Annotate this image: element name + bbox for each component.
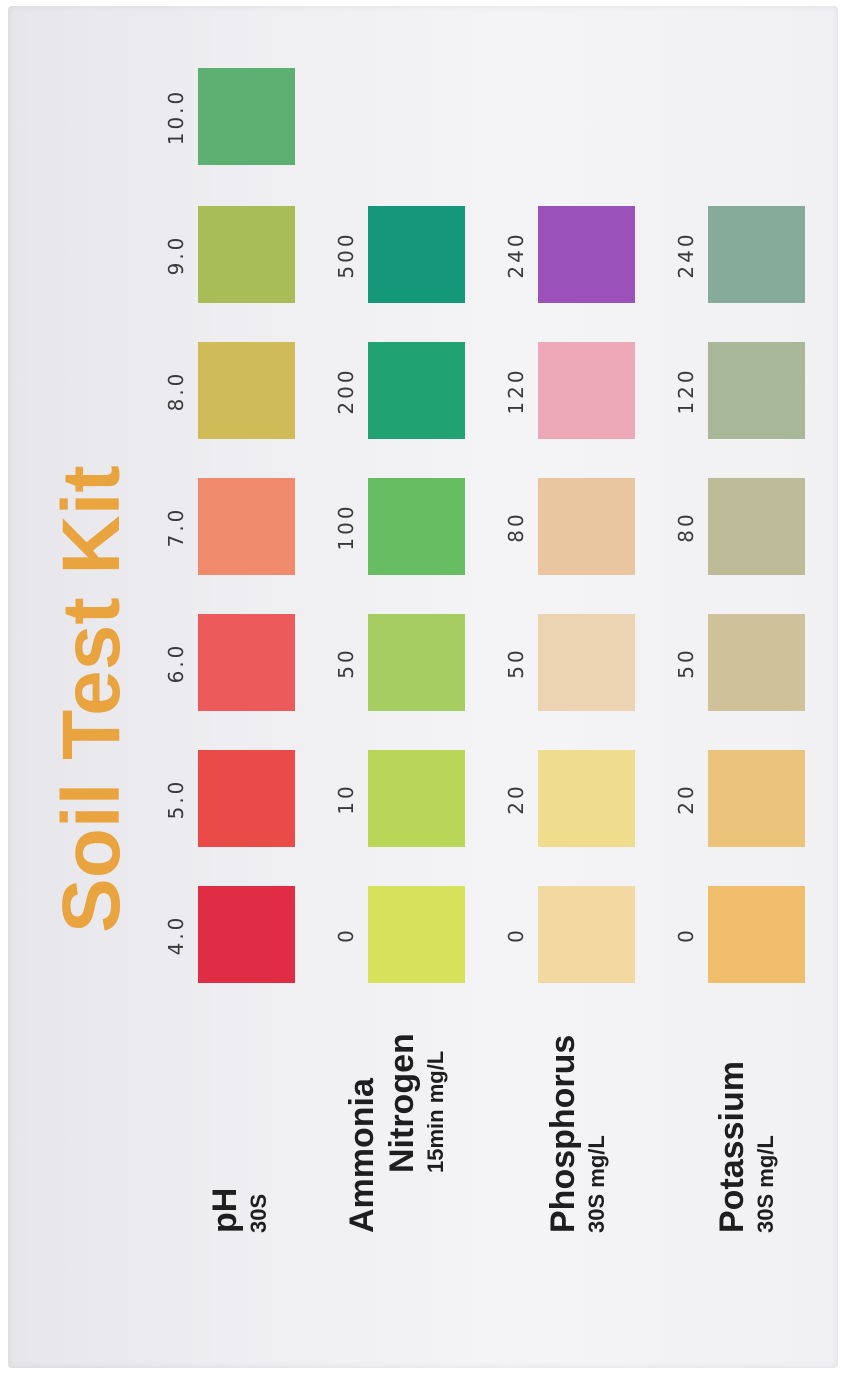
phosphorus-value-label: 80 [504,511,528,543]
ph-color-swatch [198,750,295,847]
phosphorus-label: Phosphorus [544,1034,582,1233]
potassium-color-swatch [708,886,805,983]
ph-label: pH [206,1187,244,1233]
phosphorus-value-label: 0 [504,927,528,943]
potassium-color-swatch [708,342,805,439]
phosphorus-color-swatch [538,750,635,847]
phosphorus-time-unit: 30S mg/L [584,1135,609,1233]
ammonia-nitrogen-color-swatch [368,206,465,303]
phosphorus-value-label: 120 [504,367,528,415]
ph-color-swatch [198,614,295,711]
potassium-color-swatch [708,614,805,711]
ph-value-label: 5.0 [164,778,188,820]
ammonia-time-unit: 15min mg/L [423,1050,448,1173]
ph-color-swatch [198,206,295,303]
phosphorus-color-swatch [538,478,635,575]
ammonia-label: Ammonia [343,1078,381,1233]
phosphorus-color-swatch [538,342,635,439]
potassium-value-label: 120 [674,367,698,415]
potassium-color-swatch [708,206,805,303]
ph-value-label: 8.0 [164,370,188,412]
potassium-value-label: 240 [674,231,698,279]
row-label-phosphorus: Phosphorus 30S mg/L [543,1035,611,1233]
row-label-potassium: Potassium 30S mg/L [712,1061,780,1233]
phosphorus-value-label: 240 [504,231,528,279]
potassium-value-label: 50 [674,647,698,679]
ammonia-nitrogen-color-swatch [368,614,465,711]
nitrogen-label: Nitrogen [383,1033,421,1173]
potassium-color-swatch [708,478,805,575]
ph-value-label: 4.0 [164,914,188,956]
ammonia-nitrogen-color-swatch [368,886,465,983]
ph-value-label: 9.0 [164,234,188,276]
ammonia-nitrogen-value-label: 0 [334,927,358,943]
potassium-label: Potassium [713,1061,751,1233]
ph-color-swatch [198,886,295,983]
ph-color-swatch [198,478,295,575]
ph-color-swatch [198,342,295,439]
ammonia-nitrogen-value-label: 50 [334,647,358,679]
ammonia-nitrogen-value-label: 10 [334,783,358,815]
ammonia-nitrogen-color-swatch [368,478,465,575]
phosphorus-value-label: 20 [504,783,528,815]
chart-title: Soil Test Kit [46,465,137,933]
row-label-ammonia-nitrogen: Ammonia Nitrogen 15min mg/L [342,1033,450,1233]
potassium-value-label: 80 [674,511,698,543]
ph-value-label: 7.0 [164,506,188,548]
ammonia-nitrogen-value-label: 100 [334,503,358,551]
potassium-color-swatch [708,750,805,847]
phosphorus-color-swatch [538,886,635,983]
row-label-ph: pH 30S [205,1188,273,1233]
phosphorus-value-label: 50 [504,647,528,679]
potassium-time-unit: 30S mg/L [753,1135,778,1233]
ammonia-nitrogen-color-swatch [368,750,465,847]
ph-value-label: 6.0 [164,642,188,684]
ph-time: 30S [246,1193,271,1233]
phosphorus-color-swatch [538,614,635,711]
ammonia-nitrogen-value-label: 200 [334,367,358,415]
potassium-value-label: 0 [674,927,698,943]
ph-color-swatch [198,68,295,165]
phosphorus-color-swatch [538,206,635,303]
ph-value-label: 10.0 [164,88,188,146]
potassium-value-label: 20 [674,783,698,815]
ammonia-nitrogen-color-swatch [368,342,465,439]
ammonia-nitrogen-value-label: 500 [334,231,358,279]
